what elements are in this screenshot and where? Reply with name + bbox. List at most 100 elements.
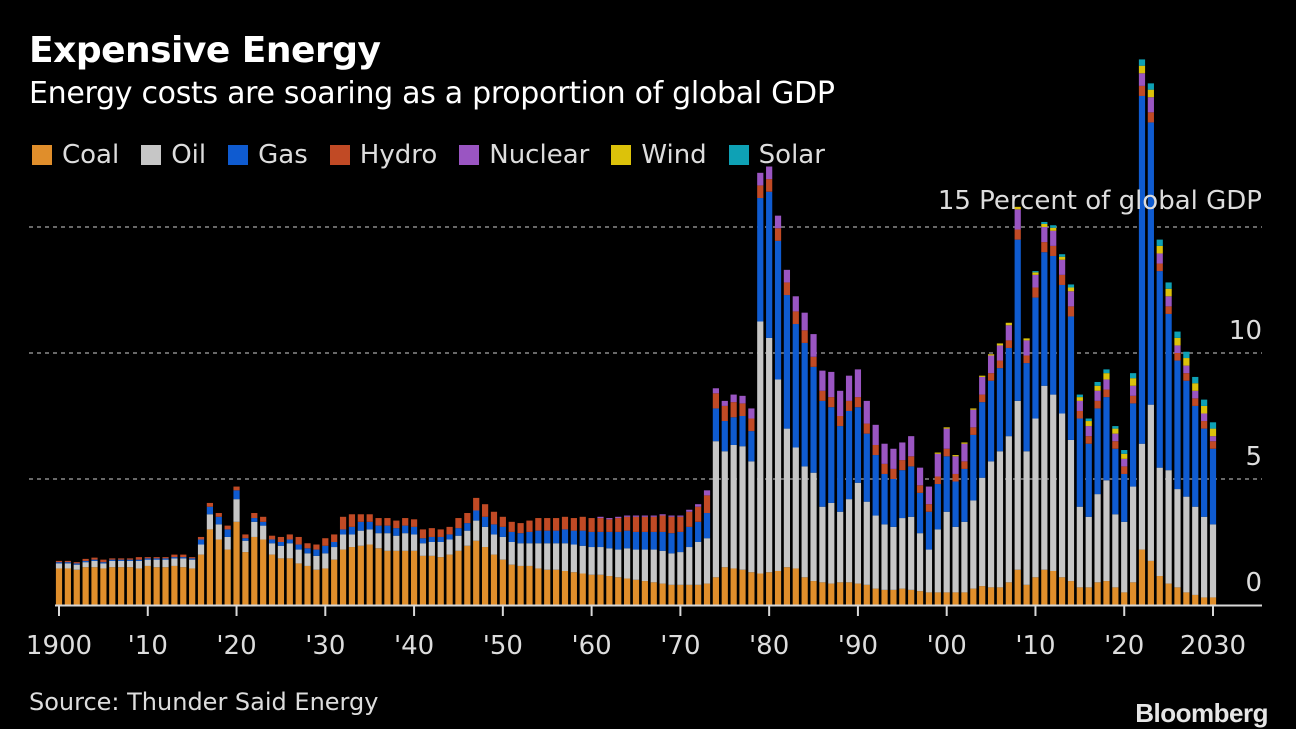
bar-segment-wind [1130,378,1137,386]
bar-segment-solar [1201,399,1208,406]
legend-swatch [611,145,632,165]
bar-segment-oil [73,564,80,570]
legend-item-oil: Oil [141,140,206,170]
bar-segment-oil [1165,470,1172,584]
bar-segment-oil [703,538,711,584]
bar-segment-gas [890,479,897,527]
bar-1936 [375,518,382,605]
bar-segment-hydro [632,516,640,532]
bar-segment-nuclear [1032,274,1039,288]
bar-segment-gas [1067,316,1075,440]
bar-segment-oil [1103,480,1110,582]
bar-segment-coal [490,554,498,605]
bar-1958 [570,518,577,605]
bar-1930 [322,538,329,605]
bar-segment-oil [464,530,471,546]
bar-segment-nuclear [1147,97,1154,113]
bar-segment-hydro [437,529,444,537]
bar-segment-nuclear [987,355,995,374]
bar-segment-oil [1147,404,1154,561]
x-tick-label: '10 [1015,631,1055,661]
bar-segment-oil [890,526,897,590]
bar-segment-oil [144,559,151,566]
bar-1977 [739,395,746,605]
bar-segment-oil [783,428,791,568]
bar-segment-oil [979,477,986,587]
bar-1937 [384,518,391,605]
bar-segment-hydro [419,529,427,539]
bar-segment-solar [1165,282,1172,289]
bar-2006 [996,343,1004,605]
bar-segment-gas [1147,122,1154,405]
bar-segment-gas [375,525,382,534]
bar-segment-coal [1103,581,1110,605]
bar-segment-gas [91,559,98,561]
bar-segment-gas [757,198,764,322]
bar-segment-coal [233,521,240,605]
bar-1944 [446,526,453,605]
bar-1947 [473,497,480,605]
bar-segment-nuclear [819,370,826,391]
bar-1987 [828,371,835,605]
bar-segment-hydro [810,356,817,367]
bar-segment-nuclear [1174,345,1181,353]
bar-segment-gas [766,191,773,338]
bar-1997 [916,467,924,605]
bar-segment-gas [837,426,844,512]
y-axis-labels: 0 5 10 15 Percent of global GDP [938,186,1262,598]
bar-segment-nuclear [916,467,924,486]
x-tick-label: 2030 [1180,631,1246,661]
bar-segment-coal [526,565,533,605]
bar-segment-solar [1138,59,1146,66]
bar-segment-coal [402,550,409,605]
bar-segment-nuclear [899,442,906,461]
bar-segment-oil [801,466,808,578]
bar-segment-coal [313,569,320,605]
bar-segment-oil [366,529,373,545]
bar-1935 [366,514,373,605]
bar-segment-hydro [544,518,551,531]
bar-segment-hydro [189,557,196,559]
bar-segment-hydro [703,495,711,514]
bar-1934 [357,514,364,605]
bar-1971 [686,509,693,605]
bar-segment-oil [286,543,293,559]
bar-segment-nuclear [632,515,640,517]
bar-segment-nuclear [961,443,968,462]
bar-1969 [668,515,675,605]
bar-segment-oil [677,552,684,585]
x-tick-label: '20 [216,631,256,661]
bar-1903 [82,558,89,605]
bar-segment-wind [1014,206,1021,210]
bar-segment-nuclear [908,436,915,457]
bar-segment-oil [126,560,134,568]
bar-segment-nuclear [1201,413,1208,422]
bar-segment-coal [1050,570,1057,605]
bar-segment-hydro [801,330,808,343]
bar-segment-oil [393,535,400,551]
bar-segment-wind [1209,428,1217,437]
bar-1941 [419,529,427,605]
bar-1945 [455,518,462,605]
x-tick-label: 1900 [26,631,92,661]
bar-segment-nuclear [996,345,1004,361]
bar-segment-coal [366,544,373,605]
bar-segment-gas [659,531,666,551]
bar-segment-nuclear [872,424,879,445]
bar-1908 [126,558,134,605]
bar-segment-gas [1192,405,1199,507]
bar-segment-oil [757,321,764,574]
bar-segment-oil [579,545,586,574]
bar-segment-nuclear [739,395,746,404]
bar-segment-nuclear [1121,458,1128,467]
bar-2015 [1076,394,1083,605]
bar-segment-gas [162,558,169,560]
bar-2004 [979,375,986,605]
x-tick-label: '30 [305,631,345,661]
bar-segment-oil [1023,451,1030,585]
bar-1925 [277,536,285,605]
bar-segment-coal [1058,577,1066,605]
bar-segment-hydro [490,511,498,525]
bar-1910 [144,557,151,605]
y-tick-label: 10 [1229,316,1262,346]
